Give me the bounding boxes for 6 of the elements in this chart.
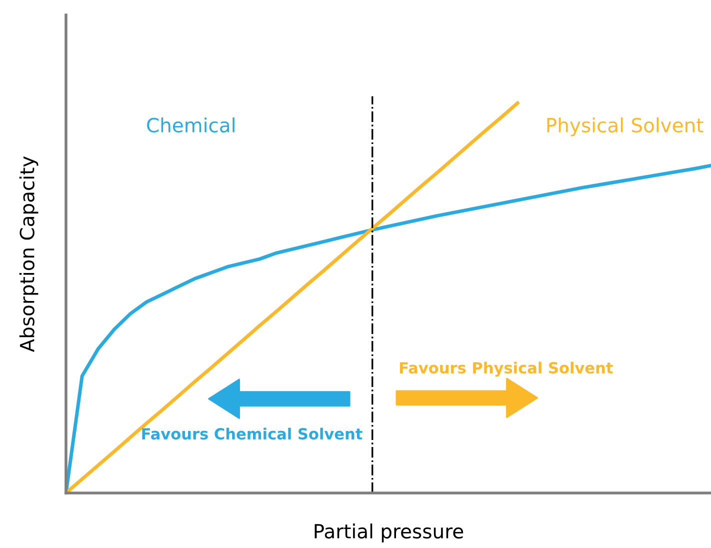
y-axis-title: Absorption Capacity: [19, 156, 38, 352]
text: Chemical: [147, 117, 234, 132]
annotation: Favours Physical Solvent: [400, 362, 613, 377]
series-label: Physical Solvent: [547, 117, 704, 136]
x-axis-title: Partial pressure: [314, 524, 464, 542]
annotation: Favours Chemical Solvent: [142, 428, 362, 440]
